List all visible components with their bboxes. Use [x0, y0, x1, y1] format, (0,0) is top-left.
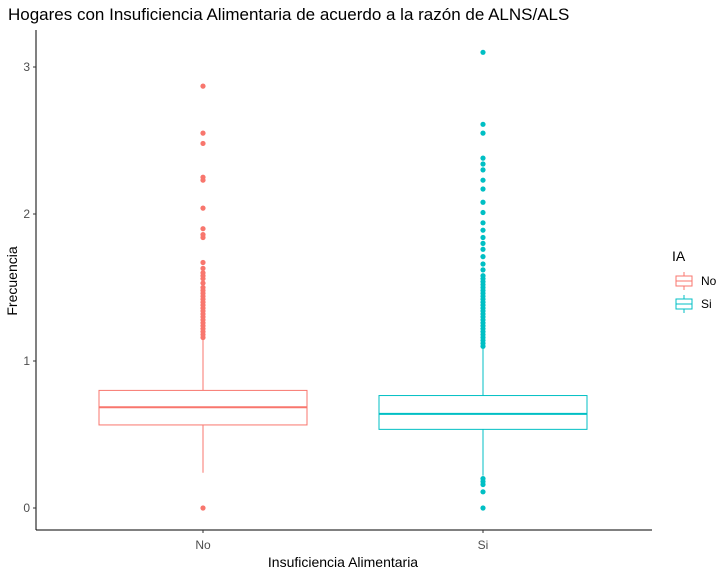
outlier-point	[480, 240, 486, 246]
outlier-point	[200, 231, 206, 238]
outlier-point	[200, 284, 206, 291]
y-tick-label: 1	[23, 354, 30, 368]
outlier-point	[480, 261, 486, 267]
outlier-point	[200, 505, 206, 511]
x-axis-title: Insuficiencia Alimentaria	[268, 554, 418, 570]
outlier-point	[480, 199, 486, 205]
legend-key-no	[675, 272, 693, 290]
outlier-point	[480, 220, 486, 226]
outlier-point	[480, 273, 486, 279]
outlier-point	[480, 177, 486, 183]
axes: 0 1 2 3 No Si	[23, 30, 652, 552]
outlier-point	[480, 234, 486, 241]
outlier-point	[200, 83, 206, 89]
outlier-point	[480, 505, 486, 511]
outlier-point	[200, 174, 206, 180]
outlier-point	[480, 186, 486, 192]
outlier-point	[200, 280, 206, 286]
legend-label: No	[701, 274, 717, 288]
outlier-point	[480, 130, 486, 136]
plot-area	[98, 49, 588, 511]
outlier-point	[480, 246, 486, 252]
outlier-point	[480, 161, 486, 167]
legend: IA No Si	[672, 248, 717, 313]
outlier-point	[480, 489, 486, 495]
legend-label: Si	[701, 297, 712, 311]
box-group-no	[98, 83, 308, 511]
outlier-point	[200, 265, 206, 271]
outlier-point	[480, 121, 486, 127]
outlier-point	[200, 205, 206, 211]
outlier-point	[480, 254, 486, 260]
legend-key-si	[675, 295, 693, 313]
y-tick-label: 0	[23, 501, 30, 515]
y-tick-label: 3	[23, 60, 30, 74]
outlier-point	[480, 155, 486, 161]
outlier-point	[200, 259, 206, 266]
outlier-point	[480, 476, 486, 482]
chart-title: Hogares con Insuficiencia Alimentaria de…	[8, 5, 569, 24]
y-tick-label: 2	[23, 207, 30, 221]
outlier-point	[200, 270, 206, 276]
box-iqr	[378, 395, 588, 430]
outlier-point	[480, 227, 486, 233]
legend-title: IA	[672, 248, 686, 264]
outlier-point	[200, 130, 206, 136]
y-axis-title: Frecuencia	[4, 246, 20, 315]
outlier-point	[480, 209, 486, 216]
outlier-point	[480, 49, 486, 55]
outlier-point	[200, 226, 206, 232]
x-tick-label: Si	[478, 538, 489, 552]
outlier-point	[200, 140, 206, 147]
box-group-si	[378, 49, 588, 511]
outlier-point	[480, 267, 486, 273]
outlier-point	[480, 167, 486, 173]
x-tick-label: No	[195, 538, 211, 552]
